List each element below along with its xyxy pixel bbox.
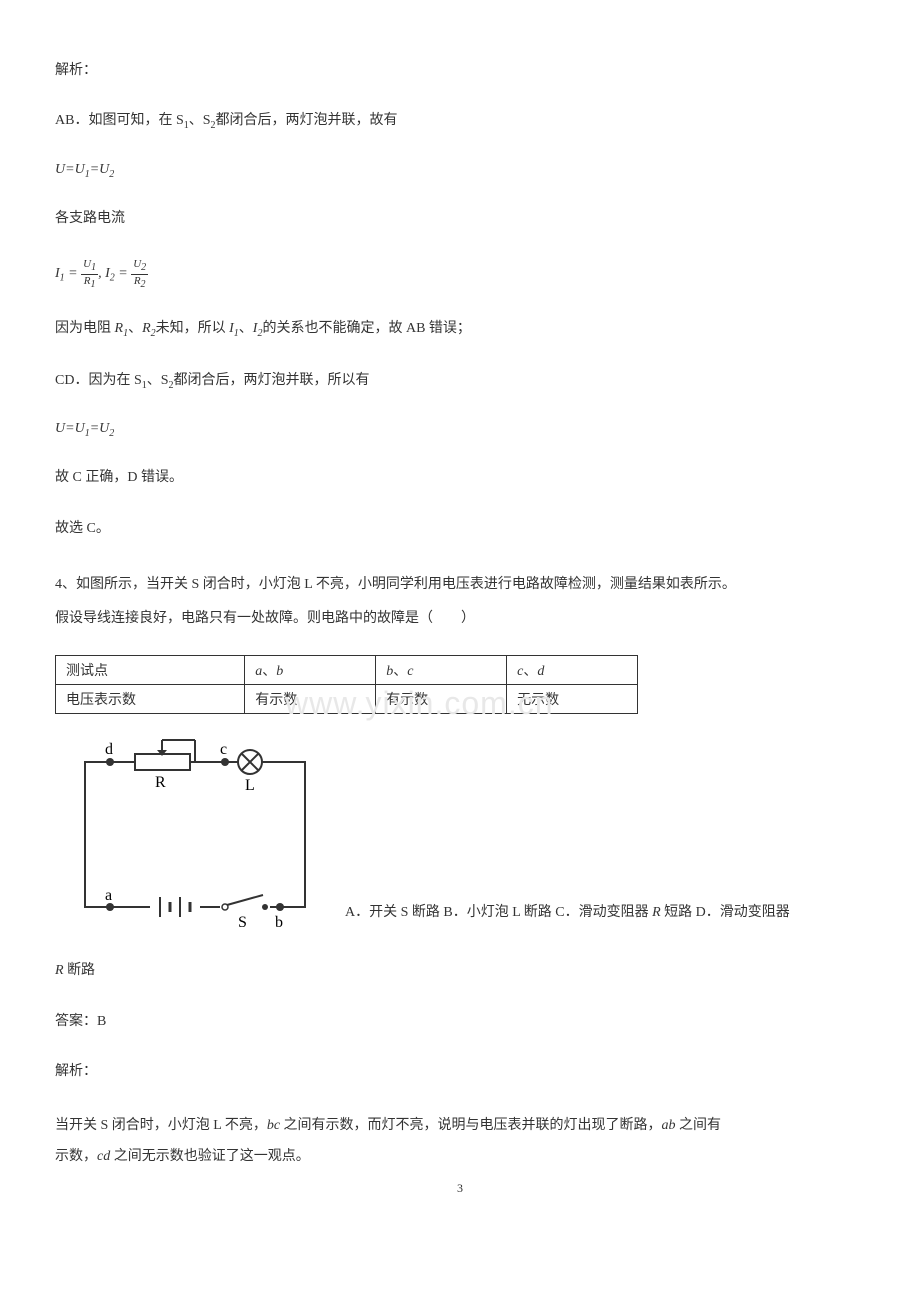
text: 因为电阻: [55, 321, 115, 336]
table-cell: a、b: [245, 656, 376, 685]
var: d: [537, 664, 544, 679]
label-a: a: [105, 887, 112, 904]
question-4: 4、如图所示，当开关 S 闭合时，小灯泡 L 不亮，小明同学利用电压表进行电路故…: [55, 568, 865, 635]
text: 、: [262, 664, 276, 679]
table-cell: c、d: [507, 656, 638, 685]
eq: =: [90, 162, 99, 177]
text: 之间有示数，而灯不亮，说明与电压表并联的灯出现了断路，: [280, 1118, 662, 1133]
table-cell: b、c: [376, 656, 507, 685]
fraction: U2R2: [131, 258, 148, 289]
table-cell: 测试点: [56, 656, 245, 685]
page-number: 3: [55, 1181, 865, 1196]
table-cell: 有示数: [376, 685, 507, 714]
table-cell: 无示数: [507, 685, 638, 714]
text: 之间有: [676, 1118, 722, 1133]
var: c: [407, 664, 413, 679]
sub: 1: [91, 263, 96, 274]
text: 4、如图所示，当开关 S 闭合时，小灯泡 L 不亮，小明同学利用电压表进行电路故…: [55, 577, 736, 592]
label-c: c: [220, 741, 227, 758]
text: 、: [239, 321, 253, 336]
text: AB．如图可知，在 S: [55, 113, 184, 128]
sub: 2: [109, 428, 114, 439]
sub: 2: [141, 279, 146, 290]
var: U: [55, 162, 65, 177]
table-cell: 有示数: [245, 685, 376, 714]
var: R: [652, 905, 661, 920]
sub: 2: [141, 263, 146, 274]
text: 、: [128, 321, 142, 336]
sub: 2: [109, 169, 114, 180]
text: 都闭合后，两灯泡并联，故有: [216, 113, 398, 128]
eq: =: [115, 266, 131, 281]
para-ab: AB．如图可知，在 S1、S2都闭合后，两灯泡并联，故有: [55, 110, 865, 134]
eq: =: [90, 421, 99, 436]
label-d: d: [105, 741, 113, 758]
fraction: U1R1: [81, 258, 98, 289]
text: 都闭合后，两灯泡并联，所以有: [174, 373, 370, 388]
para-choose-c: 故选 C。: [55, 518, 865, 540]
var: U: [133, 258, 141, 270]
var: R: [115, 321, 124, 336]
var: U: [83, 258, 91, 270]
formula-i: I1 = U1R1, I2 = U2R2: [55, 258, 865, 289]
label-b: b: [275, 914, 283, 931]
var: bc: [267, 1118, 280, 1133]
var: U: [99, 162, 109, 177]
text: 未知，所以: [156, 321, 230, 336]
label-L: L: [245, 777, 255, 794]
answer: 答案：B: [55, 1011, 865, 1033]
var: ab: [662, 1118, 676, 1133]
label-S: S: [238, 914, 247, 931]
analysis-label-2: 解析：: [55, 1061, 865, 1083]
text: A．开关 S 断路 B．小灯泡 L 断路 C．滑动变阻器: [345, 905, 652, 920]
var: U: [99, 421, 109, 436]
text: 、: [523, 664, 537, 679]
measurement-table: 测试点 a、b b、c c、d 电压表示数 有示数 有示数 无示数: [55, 655, 638, 714]
table-row: 测试点 a、b b、c c、d: [56, 656, 638, 685]
var: U: [55, 421, 65, 436]
text: 假设导线连接良好，电路只有一处故障。则电路中的故障是（ ）: [55, 611, 475, 626]
para-cd: CD．因为在 S1、S2都闭合后，两灯泡并联，所以有: [55, 370, 865, 394]
text: 断路: [64, 963, 96, 978]
option-d-cont: R 断路: [55, 960, 865, 982]
text: 示数，: [55, 1149, 97, 1164]
formula-u2: U=U1=U2: [55, 421, 865, 439]
text: 短路 D．滑动变阻器: [661, 905, 790, 920]
var: R: [134, 275, 141, 287]
text: 当开关 S 闭合时，小灯泡 L 不亮，: [55, 1118, 267, 1133]
table-cell: 电压表示数: [56, 685, 245, 714]
options: A．开关 S 断路 B．小灯泡 L 断路 C．滑动变阻器 R 短路 D．滑动变阻…: [345, 902, 790, 932]
para-branch: 各支路电流: [55, 208, 865, 230]
analysis-label: 解析：: [55, 60, 865, 82]
var: R: [55, 963, 64, 978]
var: U: [75, 162, 85, 177]
text: 的关系也不能确定，故 AB 错误；: [262, 321, 470, 336]
circuit-diagram: d c R L a S b: [55, 732, 335, 932]
analysis-text: 当开关 S 闭合时，小灯泡 L 不亮，bc 之间有示数，而灯不亮，说明与电压表并…: [55, 1111, 865, 1173]
eq: =: [65, 266, 81, 281]
text: CD．因为在 S: [55, 373, 142, 388]
formula-u: U=U1=U2: [55, 162, 865, 180]
eq: =: [65, 421, 74, 436]
sub: 1: [90, 279, 95, 290]
text: 之间无示数也验证了这一观点。: [110, 1149, 310, 1164]
para-c-correct: 故 C 正确，D 错误。: [55, 467, 865, 489]
text: 、S: [147, 373, 169, 388]
eq: =: [65, 162, 74, 177]
para-r1r2: 因为电阻 R1、R2未知，所以 I1、I2的关系也不能确定，故 AB 错误；: [55, 318, 865, 342]
var: U: [75, 421, 85, 436]
var: cd: [97, 1149, 110, 1164]
var: R: [142, 321, 151, 336]
text: 、S: [189, 113, 211, 128]
table-row: 电压表示数 有示数 有示数 无示数: [56, 685, 638, 714]
text: 、: [393, 664, 407, 679]
label-R: R: [155, 774, 166, 791]
var: b: [276, 664, 283, 679]
